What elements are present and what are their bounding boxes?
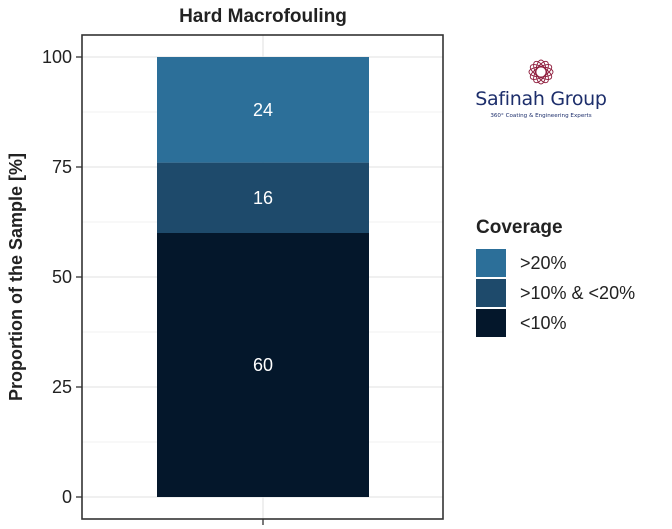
logo-tagline: 360° Coating & Engineering Experts	[490, 113, 592, 119]
y-tick-label: 50	[52, 267, 72, 287]
legend-key	[476, 249, 506, 277]
y-axis: 0 25 50 75 100	[42, 47, 82, 507]
logo-name: Safinah Group	[475, 88, 607, 110]
bar-value-label: 16	[253, 188, 273, 208]
legend-key	[476, 309, 506, 337]
legend-items: >20% >10% & <20% <10%	[476, 248, 635, 338]
legend-item: >10% & <20%	[476, 278, 635, 308]
legend-label: >10% & <20%	[520, 282, 636, 303]
y-tick-label: 25	[52, 377, 72, 397]
bar-segment-0	[157, 233, 369, 497]
y-axis-label: Proportion of the Sample [%]	[6, 153, 26, 401]
y-tick-label: 100	[42, 47, 72, 67]
y-tick-label: 75	[52, 157, 72, 177]
chart-title: Hard Macrofouling	[179, 6, 347, 27]
safinah-group-logo: Safinah Group 360° Coating & Engineering…	[466, 56, 626, 126]
bar-segment-1	[157, 162, 369, 233]
logo-emblem-icon	[528, 59, 554, 85]
legend-title: Coverage	[476, 217, 563, 238]
bar-value-label: 24	[253, 100, 273, 120]
legend: Coverage >20% >10% & <20% <10%	[476, 214, 635, 338]
bars	[157, 57, 369, 497]
legend-item: <10%	[476, 308, 635, 338]
legend-key	[476, 279, 506, 307]
legend-item: >20%	[476, 248, 635, 278]
bar-labels: 60 16 24	[253, 100, 273, 375]
bar-segment-2	[157, 57, 369, 163]
legend-label: <10%	[520, 312, 567, 333]
y-tick-label: 0	[62, 487, 72, 507]
bar-value-label: 60	[253, 355, 273, 375]
legend-label: >20%	[520, 252, 567, 273]
